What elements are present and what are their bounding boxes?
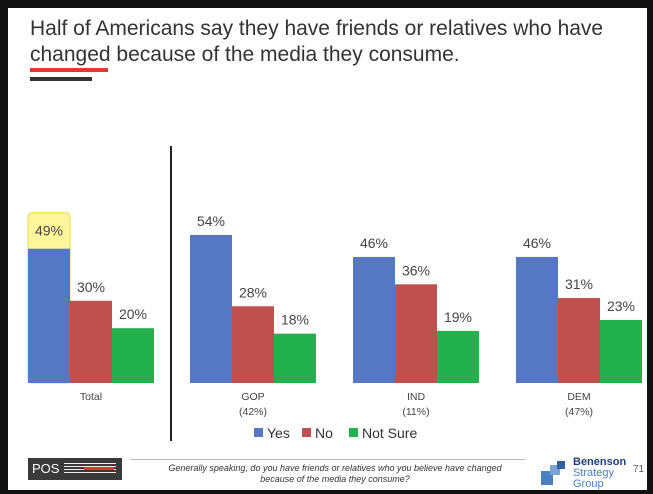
bar-no-dem xyxy=(558,298,600,383)
title-underline-red xyxy=(30,68,108,72)
pos-logo-text: POS xyxy=(32,461,60,476)
pos-logo-stripes xyxy=(64,463,116,475)
value-label-not-sure-dem: 23% xyxy=(607,298,635,314)
value-label-yes-gop: 54% xyxy=(197,213,225,229)
value-label-not-sure-gop: 18% xyxy=(281,312,309,328)
bar-yes-total xyxy=(28,248,70,383)
bar-no-total xyxy=(70,300,112,383)
category-label-ind: IND xyxy=(407,391,426,403)
category-sublabel-ind: (11%) xyxy=(402,406,429,418)
bar-no-gop xyxy=(232,306,274,383)
category-sublabel-dem: (47%) xyxy=(565,406,593,418)
value-label-no-gop: 28% xyxy=(239,284,267,300)
legend-label-not-sure: Not Sure xyxy=(362,425,417,441)
benenson-logo-text: Benenson Strategy Group xyxy=(573,456,627,490)
survey-question: Generally speaking, do you have friends … xyxy=(168,463,502,484)
bar-no-ind xyxy=(395,284,437,383)
bar-yes-gop xyxy=(190,235,232,383)
bar-not-sure-ind xyxy=(437,330,479,383)
value-label-no-dem: 31% xyxy=(565,276,593,292)
category-sublabel-gop: (42%) xyxy=(239,406,267,418)
category-label-dem: DEM xyxy=(567,391,590,403)
labels-layer: 49% 30% 20% Total 54% 28% 18% GOP (42%) 46% 36% 19%… xyxy=(35,213,635,418)
value-label-not-sure-total: 20% xyxy=(119,306,147,322)
value-label-yes-dem: 46% xyxy=(523,235,551,251)
legend-swatch-not-sure xyxy=(349,428,358,437)
pos-logo: POS xyxy=(28,458,122,480)
bar-not-sure-dem xyxy=(600,319,642,383)
footer-divider xyxy=(130,459,525,460)
category-label-total: Total xyxy=(80,391,102,403)
bar-not-sure-total xyxy=(112,328,154,383)
legend-label-yes: Yes xyxy=(267,425,290,441)
bar-yes-dem xyxy=(516,256,558,383)
slide-title: Half of Americans say they have friends … xyxy=(30,17,604,66)
value-label-yes-ind: 46% xyxy=(360,235,388,251)
category-label-gop: GOP xyxy=(241,391,264,403)
value-label-no-ind: 36% xyxy=(402,262,430,278)
benenson-logo-mark xyxy=(541,461,567,485)
title-underline-dark xyxy=(30,77,92,81)
page-number: 71 xyxy=(633,464,645,475)
bar-not-sure-gop xyxy=(274,333,316,383)
legend-swatch-yes xyxy=(254,428,263,437)
value-label-yes-total: 49% xyxy=(35,223,63,239)
legend-swatch-no xyxy=(302,428,311,437)
value-label-no-total: 30% xyxy=(77,279,105,295)
bar-yes-ind xyxy=(353,256,395,383)
legend: Yes No Not Sure xyxy=(254,425,417,441)
bars-layer xyxy=(27,212,642,384)
value-label-not-sure-ind: 19% xyxy=(444,309,472,325)
benenson-logo: Benenson Strategy Group xyxy=(541,457,631,491)
legend-label-no: No xyxy=(315,425,333,441)
